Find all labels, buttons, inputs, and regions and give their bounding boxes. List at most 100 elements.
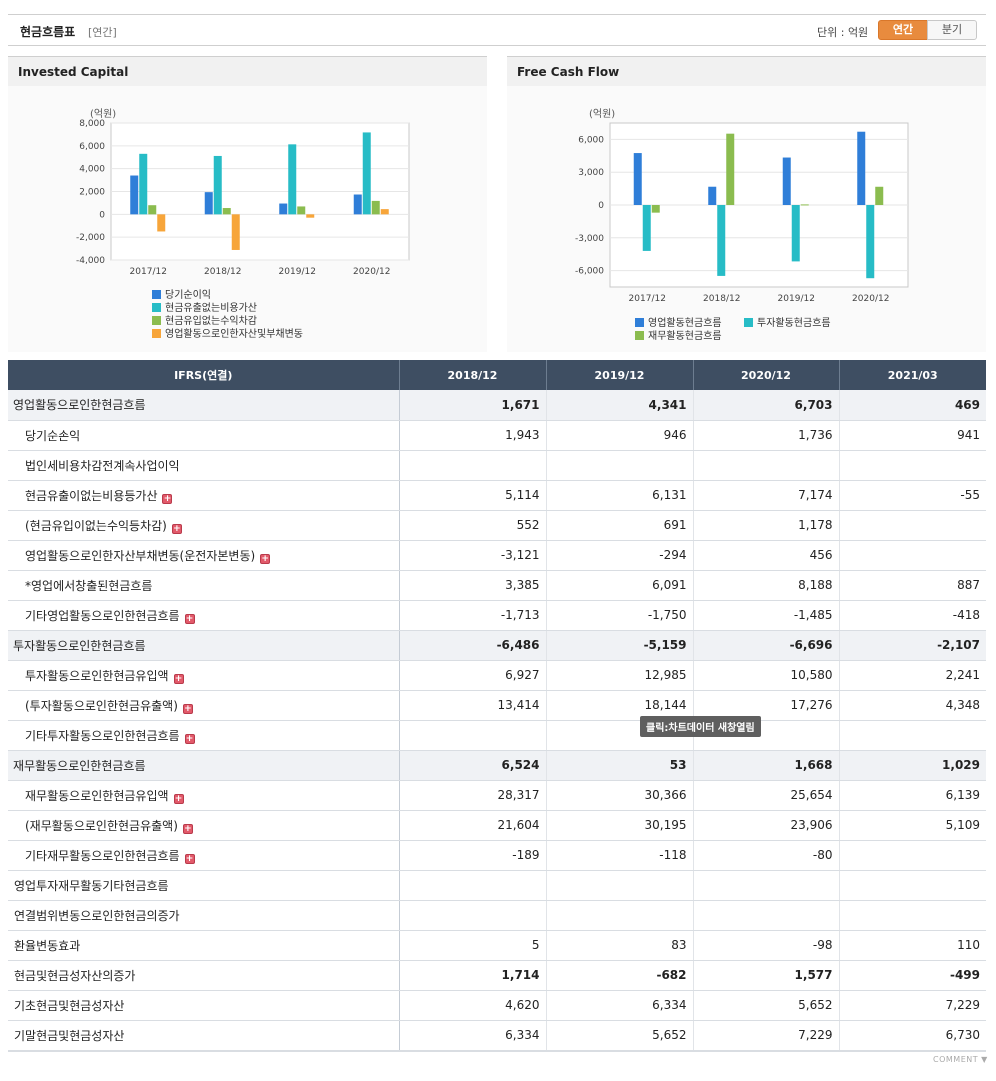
- bar[interactable]: [651, 205, 660, 213]
- bar[interactable]: [222, 208, 231, 215]
- bar[interactable]: [726, 133, 735, 205]
- row-label[interactable]: 기타영업활동으로인한현금흐름 +: [8, 600, 400, 631]
- x-tick-label: 2019/12: [279, 267, 316, 277]
- bar[interactable]: [708, 186, 717, 205]
- legend-swatch: [152, 329, 161, 338]
- bar[interactable]: [148, 205, 157, 215]
- table-cell: -294: [546, 540, 694, 571]
- bar[interactable]: [297, 206, 306, 215]
- bar[interactable]: [306, 214, 315, 218]
- bar[interactable]: [213, 155, 222, 215]
- invested-capital-chart[interactable]: (억원)8,000 6,000 4,000 2,000 0 -2,000 -4,000 201…: [8, 86, 487, 352]
- bar[interactable]: [139, 153, 148, 215]
- bar[interactable]: [633, 153, 642, 205]
- row-label[interactable]: 현금유출이없는비용등가산 +: [8, 480, 400, 511]
- row-label[interactable]: 기타재무활동으로인한현금흐름 +: [8, 840, 400, 871]
- legend-item[interactable]: 현금유출없는비용가산: [165, 301, 257, 314]
- bar[interactable]: [362, 132, 371, 215]
- bar[interactable]: [130, 175, 139, 215]
- table-cell: -1,750: [546, 600, 694, 631]
- row-label-text: 영업투자재무활동기타현금흐름: [14, 878, 169, 893]
- comment-toggle[interactable]: COMMENT ▼: [933, 1055, 988, 1064]
- free-cash-flow-panel[interactable]: Free Cash Flow (억원) 6,000 3,000 0 -3,000 -6,0…: [507, 56, 986, 352]
- table-cell: 7,229: [839, 990, 986, 1021]
- y-tick-label: 4,000: [79, 165, 105, 175]
- column-header: IFRS(연결): [8, 360, 400, 390]
- legend-swatch: [152, 303, 161, 312]
- annual-toggle-button[interactable]: 연간: [878, 20, 928, 40]
- bar[interactable]: [800, 204, 809, 206]
- row-label-text: 기타영업활동으로인한현금흐름: [25, 608, 180, 623]
- bar[interactable]: [866, 205, 875, 279]
- table-cell: [399, 720, 547, 751]
- bar[interactable]: [288, 144, 297, 215]
- bar[interactable]: [782, 157, 791, 205]
- table-cell: -98: [693, 930, 840, 961]
- row-label-text: 법인세비용차감전계속사업이익: [25, 458, 180, 473]
- row-label-text: 기초현금및현금성자산: [14, 998, 125, 1013]
- bar[interactable]: [717, 205, 726, 276]
- expand-plus-icon[interactable]: +: [171, 523, 182, 534]
- bar[interactable]: [371, 200, 380, 215]
- expand-plus-icon[interactable]: +: [182, 703, 193, 714]
- expand-plus-icon[interactable]: +: [173, 793, 184, 804]
- table-row: 현금유출이없는비용등가산 +5,114 6,131 7,174 -55: [8, 480, 986, 511]
- quarter-toggle-button[interactable]: 분기: [927, 20, 977, 40]
- table-cell: 887: [839, 570, 986, 601]
- table-cell: [839, 720, 986, 751]
- expand-plus-icon[interactable]: +: [260, 553, 271, 564]
- row-label: 투자활동으로인한현금흐름: [8, 630, 400, 661]
- bar[interactable]: [231, 214, 240, 250]
- bar[interactable]: [157, 214, 166, 232]
- table-cell: 1,943: [399, 420, 547, 451]
- legend-item[interactable]: 재무활동현금흐름: [648, 329, 722, 342]
- table-cell: -499: [839, 960, 986, 991]
- bar[interactable]: [875, 186, 884, 205]
- bar[interactable]: [380, 209, 389, 215]
- table-cell: 6,703: [693, 390, 840, 421]
- expand-plus-icon[interactable]: +: [184, 853, 195, 864]
- bar[interactable]: [642, 205, 651, 251]
- row-label[interactable]: (재무활동으로인한현금유출액) +: [8, 810, 400, 841]
- row-label[interactable]: (현금유입이없는수익등차감) +: [8, 510, 400, 541]
- row-label-text: 기말현금및현금성자산: [14, 1028, 125, 1043]
- table-row: 기말현금및현금성자산 6,334 5,652 7,229 6,730: [8, 1020, 986, 1051]
- expand-plus-icon[interactable]: +: [184, 613, 195, 624]
- row-label: 환율변동효과: [8, 930, 400, 961]
- row-label[interactable]: 영업활동으로인한자산부채변동(운전자본변동) +: [8, 540, 400, 571]
- bar[interactable]: [279, 203, 288, 215]
- table-cell: 1,736: [693, 420, 840, 451]
- table-cell: [839, 540, 986, 571]
- legend-item[interactable]: 현금유입없는수익차감: [165, 314, 257, 327]
- row-label[interactable]: 재무활동으로인한현금유입액 +: [8, 780, 400, 811]
- y-axis-label: (억원): [589, 108, 615, 120]
- legend-item[interactable]: 당기순이익: [165, 289, 211, 301]
- table-cell: [546, 870, 694, 901]
- row-label[interactable]: 투자활동으로인한현금유입액 +: [8, 660, 400, 691]
- legend-item[interactable]: 영업활동으로인한자산및부채변동: [165, 327, 303, 340]
- row-label[interactable]: (투자활동으로인한현금유출액) +: [8, 690, 400, 721]
- bar[interactable]: [353, 194, 362, 215]
- table-cell: 7,174: [693, 480, 840, 511]
- expand-plus-icon[interactable]: +: [173, 673, 184, 684]
- bar[interactable]: [791, 205, 800, 262]
- row-label-text: 기타투자활동으로인한현금흐름: [25, 728, 180, 743]
- free-cash-flow-chart[interactable]: (억원) 6,000 3,000 0 -3,000 -6,000 2017/12 2018/1…: [507, 86, 986, 352]
- column-header: 2020/12: [693, 360, 840, 390]
- expand-plus-icon[interactable]: +: [182, 823, 193, 834]
- legend-item[interactable]: 영업활동현금흐름: [648, 316, 722, 329]
- invested-capital-panel[interactable]: Invested Capital (억원) 8,000 6,000 4,000 2,00…: [8, 56, 487, 352]
- y-tick-label: 0: [598, 201, 604, 211]
- table-cell: 6,730: [839, 1020, 986, 1051]
- row-label-text: 연결범위변동으로인한현금의증가: [14, 908, 180, 923]
- table-cell: 6,334: [399, 1020, 547, 1051]
- expand-plus-icon[interactable]: +: [162, 493, 173, 504]
- table-cell: 469: [839, 390, 986, 421]
- legend-item[interactable]: 투자활동현금흐름: [757, 316, 831, 329]
- bar[interactable]: [204, 192, 213, 215]
- table-cell: 53: [546, 750, 694, 781]
- bar[interactable]: [857, 131, 866, 205]
- row-label[interactable]: 기타투자활동으로인한현금흐름 +: [8, 720, 400, 751]
- table-cell: 946: [546, 420, 694, 451]
- expand-plus-icon[interactable]: +: [184, 733, 195, 744]
